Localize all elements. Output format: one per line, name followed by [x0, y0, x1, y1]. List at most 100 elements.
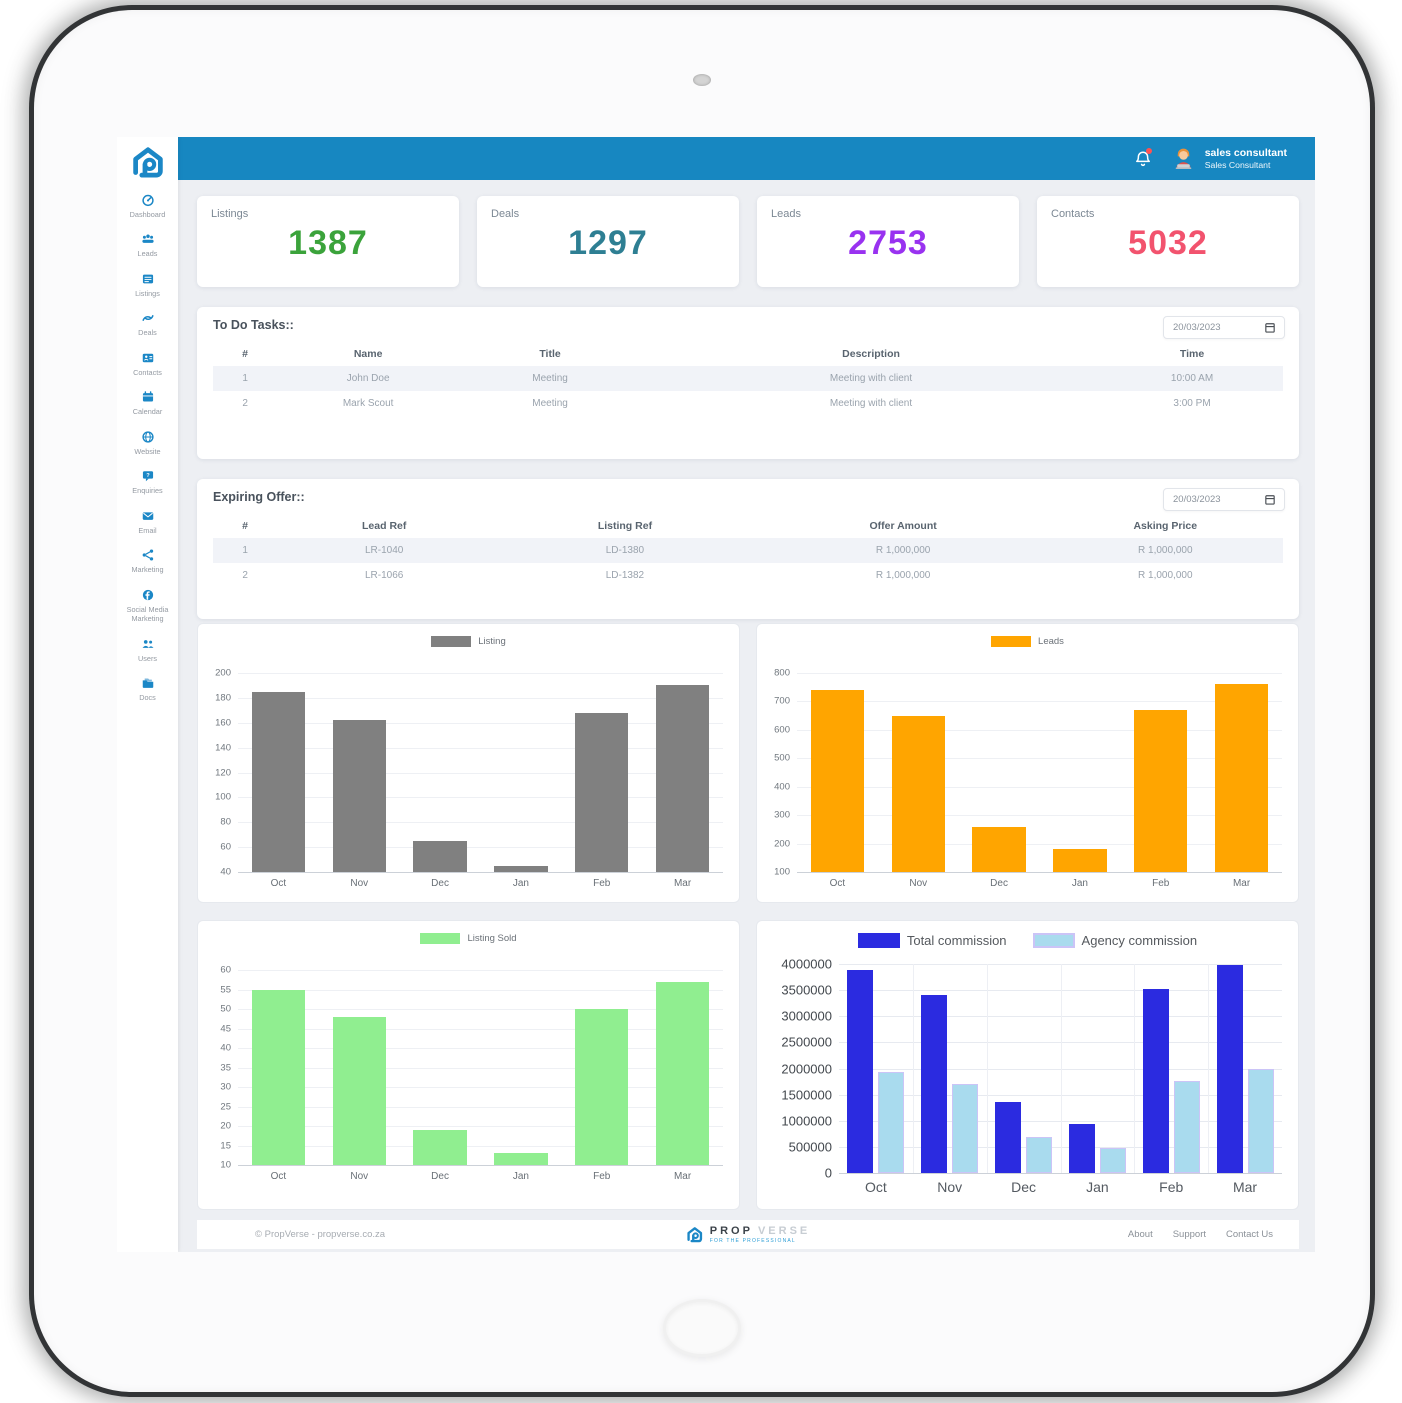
gridline	[238, 847, 723, 849]
stat-value: 2753	[848, 224, 928, 262]
chart-bar	[1068, 1123, 1095, 1173]
legend-item[interactable]: Listing Sold	[420, 933, 517, 944]
legend-swatch	[420, 933, 461, 944]
y-axis-tick-label: 40	[220, 1042, 231, 1054]
chart-bar	[1134, 709, 1188, 872]
legend-item[interactable]: Agency commission	[1032, 933, 1197, 948]
y-axis-tick-label: 100	[774, 866, 790, 878]
sidebar-item-label: Website	[134, 446, 161, 456]
chart-bar	[494, 1153, 548, 1165]
user-menu[interactable]: sales consultant Sales Consultant	[1171, 146, 1287, 171]
footer-link-contact-us[interactable]: Contact Us	[1226, 1229, 1273, 1240]
sidebar-item-leads[interactable]: Leads	[119, 232, 177, 258]
home-button[interactable]	[663, 1299, 741, 1357]
table-cell: LD-1382	[605, 570, 645, 581]
chart-bar	[494, 865, 548, 872]
y-axis-tick-label: 200	[774, 838, 790, 850]
stat-value: 1297	[568, 224, 648, 262]
x-axis-tick-label: Dec	[990, 878, 1008, 889]
footer-link-about[interactable]: About	[1127, 1229, 1153, 1240]
x-axis-tick-label: Nov	[350, 878, 369, 889]
x-axis-tick-label: Feb	[593, 878, 611, 889]
x-axis-tick-label: Nov	[937, 1179, 963, 1195]
todo-date-input[interactable]: 20/03/2023	[1163, 316, 1285, 339]
table-cell: John Doe	[346, 373, 390, 384]
y-axis-tick-label: 0	[824, 1165, 832, 1181]
sidebar-item-website[interactable]: Website	[119, 430, 177, 456]
gridline	[238, 722, 723, 724]
y-axis-tick-label: 500000	[788, 1139, 832, 1155]
table-cell: LR-1040	[365, 545, 404, 556]
listings-icon	[142, 274, 153, 284]
category-cell	[959, 673, 1040, 872]
y-axis-tick-label: 4000000	[781, 956, 832, 972]
category-cell	[319, 673, 400, 872]
notifications-bell-icon[interactable]	[1135, 147, 1152, 168]
sidebar-item-marketing[interactable]: Marketing	[119, 548, 177, 574]
bars-layer	[238, 673, 723, 872]
stat-label: Listings	[211, 208, 249, 220]
user-name: sales consultant	[1204, 146, 1287, 159]
stat-card-listings: Listings 1387	[197, 196, 459, 287]
table-row[interactable]: 1 John Doe Meeting Meeting with client 10:00…	[213, 366, 1283, 391]
table-row[interactable]: 2 LR-1066 LD-1382 R 1,000,000 R 1,000,000	[213, 563, 1283, 588]
sidebar-item-dashboard[interactable]: Dashboard	[119, 193, 177, 219]
x-axis-labels: Oct Nov Dec Jan Feb Mar	[839, 1179, 1282, 1195]
charts-row-1: Listing 200 180 160 140 120 100 80 60 40 Oct Nov Dec…	[197, 623, 1299, 903]
sidebar-item-calendar[interactable]: Calendar	[119, 390, 177, 416]
table-row[interactable]: 1 LR-1040 LD-1380 R 1,000,000 R 1,000,000	[213, 538, 1283, 563]
docs-icon	[142, 678, 153, 689]
chart-bar	[413, 1129, 467, 1165]
y-axis-tick-label: 140	[215, 742, 231, 754]
chart-bar	[1247, 1069, 1274, 1173]
sidebar-item-deals[interactable]: Deals	[119, 311, 177, 337]
chart-bar	[1216, 965, 1243, 1173]
chart-plot-area: 800 700 600 500 400 300 200 100	[774, 668, 1282, 878]
sidebar-item-social-media-marketing[interactable]: Social Media Marketing	[119, 588, 177, 624]
charts-row-2: Listing Sold 60 55 50 45 40 35 30 25 20 15 10 Oct Nov…	[197, 920, 1299, 1210]
table-cell: 10:00 AM	[1170, 373, 1214, 384]
x-axis-tick-label: Jan	[512, 1171, 529, 1182]
chart-bar	[1099, 1148, 1126, 1173]
sidebar-item-enquiries[interactable]: ? Enquiries	[119, 469, 177, 495]
chart-plot-area: 60 55 50 45 40 35 30 25 20 15 10	[220, 965, 723, 1171]
listing-chart: Listing 200 180 160 140 120 100 80 60 40 Oct Nov Dec…	[197, 623, 740, 903]
y-axis-tick-label: 15	[220, 1140, 231, 1151]
chart-bar	[1026, 1137, 1053, 1173]
x-axis-tick-label: Jan	[512, 878, 529, 889]
chart-legend: Listing	[198, 636, 739, 647]
y-axis-tick-label: 100	[215, 791, 231, 803]
table-row[interactable]: 2 Mark Scout Meeting Meeting with client 3:0…	[213, 391, 1283, 416]
category-cell	[913, 964, 987, 1173]
expiring-date-input[interactable]: 20/03/2023	[1163, 488, 1285, 511]
y-axis-tick-label: 80	[220, 816, 231, 828]
leads-chart: Leads 800 700 600 500 400 300 200 100 Oct Nov Dec Ja…	[756, 623, 1299, 903]
expiring-offer-table: # Lead Ref Listing Ref Offer Amount Asking P…	[213, 514, 1283, 588]
x-axis-tick-label: Feb	[593, 1171, 611, 1182]
footer-logo-prop: PROP	[709, 1224, 753, 1237]
legend-swatch	[431, 636, 472, 647]
svg-text:?: ?	[146, 473, 150, 479]
chart-bar	[972, 826, 1026, 872]
footer-link-support[interactable]: Support	[1172, 1229, 1206, 1240]
sidebar-item-label: Users	[137, 653, 158, 663]
legend-item[interactable]: Total commission	[857, 933, 1007, 948]
chart-bar	[1053, 849, 1107, 872]
avatar	[1175, 148, 1192, 170]
stat-value: 1387	[288, 224, 368, 262]
sidebar-item-users[interactable]: Users	[119, 637, 177, 663]
category-cell	[480, 970, 561, 1165]
sidebar-item-listings[interactable]: Listings	[119, 272, 177, 298]
chart-bar	[251, 989, 306, 1165]
sidebar-item-docs[interactable]: Docs	[119, 676, 177, 702]
legend-item[interactable]: Leads	[991, 636, 1064, 647]
bars-layer	[839, 964, 1282, 1173]
y-axis-tick-label: 500	[774, 752, 790, 764]
category-cell	[319, 970, 400, 1165]
footer-logo-tagline: FOR THE PROFESSIONAL	[709, 1237, 796, 1244]
sidebar-item-contacts[interactable]: Contacts	[119, 351, 177, 377]
category-cell	[642, 673, 723, 872]
legend-item[interactable]: Listing	[431, 636, 506, 647]
sidebar-item-email[interactable]: Email	[119, 509, 177, 535]
y-axis-tick-label: 3500000	[781, 982, 832, 998]
